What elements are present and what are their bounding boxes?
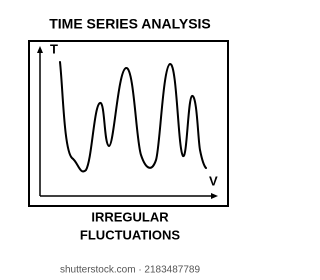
caption-line: FLUCTUATIONS [80, 227, 180, 242]
watermark-bar [0, 258, 260, 280]
frame [28, 40, 229, 207]
watermark: shutterstock.com · 2183487789 [60, 265, 201, 276]
caption-line: IRREGULAR [91, 209, 169, 224]
title: TIME SERIES ANALYSIS [49, 16, 211, 32]
x-axis-arrow [211, 193, 218, 199]
background [0, 0, 260, 280]
curve [59, 61, 207, 173]
y-axis-label: T [50, 41, 58, 56]
y-axis-arrow [37, 46, 43, 53]
x-axis-label: V [209, 173, 218, 188]
diagram: TIME SERIES ANALYSIS T V IRREGULAR FLUCT… [0, 0, 260, 280]
